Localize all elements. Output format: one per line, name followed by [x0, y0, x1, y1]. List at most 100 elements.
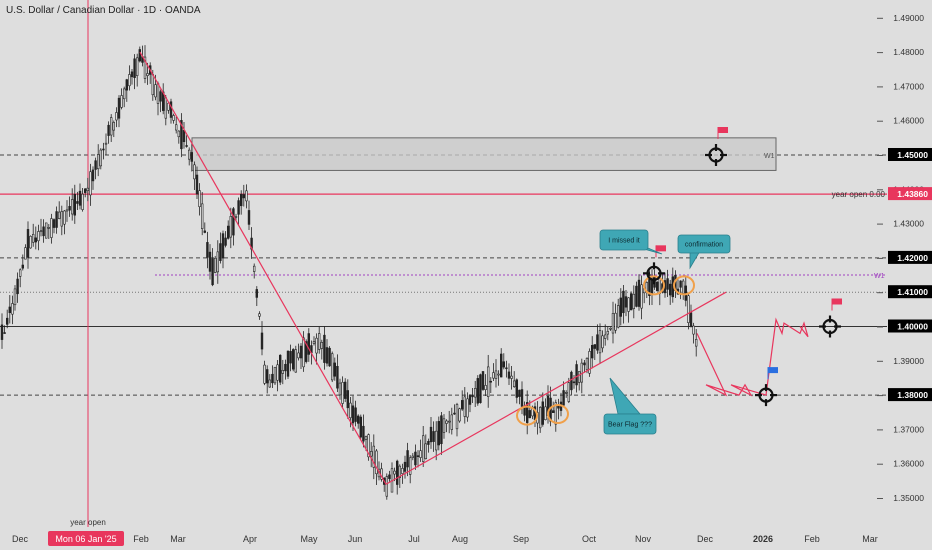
candle-body — [416, 455, 420, 457]
candle-body — [692, 325, 695, 335]
candle-body — [333, 362, 336, 377]
candle-body — [206, 242, 209, 258]
candle-body — [468, 395, 472, 405]
candle-body — [403, 461, 407, 472]
candle-body — [619, 297, 623, 317]
price-badge-label: 1.38000 — [897, 390, 928, 400]
candle-body — [679, 280, 682, 288]
candle-body — [372, 445, 375, 468]
callout-text: I missed it — [608, 238, 640, 245]
candle-body — [640, 284, 643, 309]
candle-body — [359, 416, 362, 438]
candle-body — [330, 353, 334, 381]
candle-body — [112, 122, 116, 131]
candle-body — [668, 283, 672, 296]
year-open-label: year open — [70, 518, 106, 527]
candle-body — [81, 193, 84, 210]
candle-body — [460, 400, 464, 410]
price-axis: 1.490001.480001.470001.460001.450001.440… — [877, 13, 932, 503]
candle-body — [159, 91, 162, 102]
target-crosshair-icon-2 — [643, 262, 665, 285]
callout-box — [677, 234, 731, 254]
callout-bear-flag: Bear Flag ??? — [603, 377, 657, 435]
candle-body — [240, 193, 243, 207]
candle-body — [419, 450, 422, 458]
candle-body — [175, 124, 178, 131]
candle-body — [156, 83, 160, 104]
candle-body — [123, 88, 126, 100]
candle-body — [52, 219, 56, 228]
candle-body — [601, 335, 604, 349]
candle-body — [512, 380, 516, 387]
candle-body — [349, 402, 352, 419]
candle-body — [541, 401, 545, 425]
candle-body — [84, 188, 87, 193]
candle-body — [201, 203, 204, 229]
candle-body — [385, 476, 388, 497]
price-tick-label: 1.37000 — [893, 424, 924, 434]
flag-cloth — [768, 367, 778, 374]
candle-body — [588, 350, 591, 374]
target-crosshair-icon-4 — [819, 315, 841, 338]
candle-body — [317, 333, 321, 350]
candle-body — [198, 190, 201, 208]
candle-body — [687, 295, 690, 323]
candle-body — [263, 364, 266, 384]
candle-body — [115, 112, 118, 121]
price-tick-label: 1.48000 — [893, 47, 924, 57]
candle-body — [538, 407, 542, 429]
candle-body — [68, 206, 71, 211]
highlight-circle-4 — [673, 275, 695, 296]
candle-body — [5, 317, 9, 325]
candle-body — [76, 201, 79, 204]
candle-body — [29, 235, 32, 249]
candle-body — [614, 312, 617, 331]
month-label: May — [300, 534, 318, 544]
candle-body — [590, 345, 594, 359]
candle-body — [375, 450, 378, 475]
date-marker-badge — [48, 531, 124, 546]
price-badge-label: 1.42000 — [897, 253, 928, 263]
candle-body — [343, 381, 347, 399]
candle-body — [146, 73, 149, 76]
callout-confirmation: confirmation — [677, 234, 731, 270]
candle-body — [398, 465, 401, 478]
highlight-circle-3 — [643, 275, 665, 296]
candle-body — [89, 171, 92, 196]
candle-body — [525, 402, 529, 423]
candle-body — [34, 237, 38, 243]
candle-body — [110, 117, 113, 136]
candle-body — [136, 57, 139, 76]
candle-body — [276, 364, 279, 381]
candle-body — [323, 334, 326, 363]
candle-body — [286, 350, 290, 377]
price-badge — [888, 285, 932, 299]
candle-body — [609, 327, 612, 330]
price-tick-label: 1.46000 — [893, 116, 924, 126]
month-label: Aug — [452, 534, 468, 544]
candle-body — [507, 371, 511, 379]
candle-body — [616, 305, 620, 328]
candle-body — [315, 337, 318, 354]
candle-body — [91, 169, 95, 182]
level-note: year open 0.00 — [832, 190, 886, 199]
candle-body — [211, 258, 214, 286]
candle-body — [0, 324, 4, 340]
flag-cloth — [718, 127, 728, 133]
candle-body — [117, 97, 121, 119]
candle-body — [401, 468, 404, 474]
candle-body — [180, 120, 183, 150]
candle-body — [362, 425, 365, 442]
candle-body — [567, 382, 571, 402]
candle-body — [291, 349, 295, 370]
candle-body — [505, 367, 508, 370]
candle-body — [341, 381, 344, 404]
candle-body — [562, 390, 565, 406]
candle-body — [294, 349, 297, 373]
projection-path — [696, 317, 809, 397]
candle-body — [336, 365, 339, 389]
candle-body — [445, 420, 448, 424]
candle-body — [71, 199, 74, 215]
candle-body — [297, 352, 300, 359]
